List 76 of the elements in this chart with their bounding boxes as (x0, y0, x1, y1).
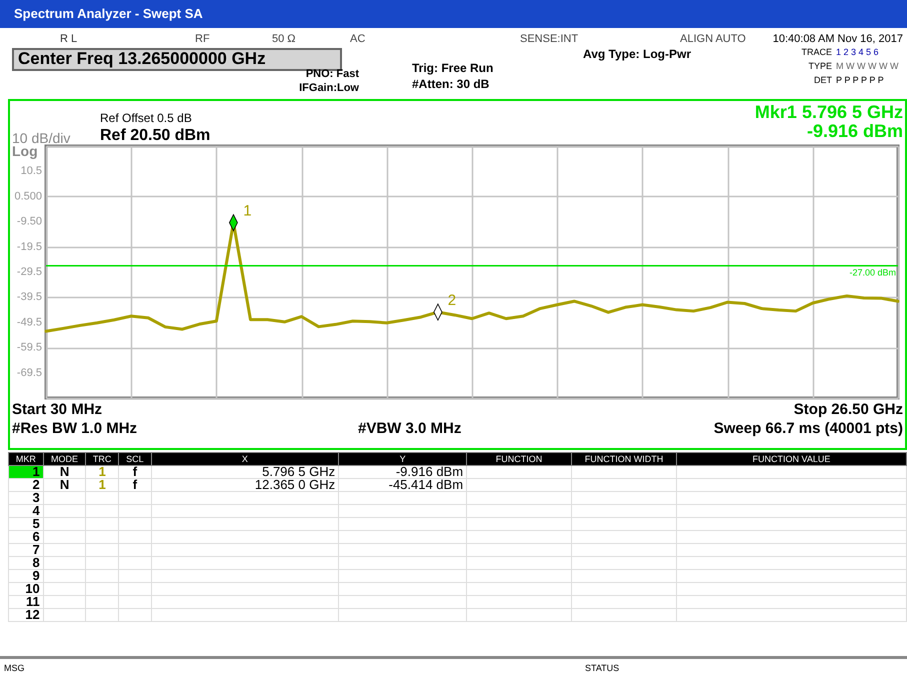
y-tick-label: -49.5 (16, 316, 42, 328)
text: Center Freq 13.265000000 GHz (18, 49, 266, 68)
text: 10 (8, 581, 44, 596)
text: ALIGN AUTO (680, 33, 746, 46)
chart-title: Spectrum Analyzer - Swept SA (14, 6, 203, 21)
text: Ref 20.50 dBm (100, 127, 210, 145)
text: 2 (8, 477, 44, 492)
text: Mkr1 5.796 5 GHz (754, 102, 903, 123)
annotation: 1 (243, 202, 252, 220)
y-tick-label: -39.5 (16, 291, 42, 304)
text: TRACE (801, 47, 832, 58)
y-tick-label: 0.500 (14, 190, 42, 202)
text: -9.916 dBm (806, 121, 903, 142)
text: 7 (8, 542, 44, 557)
text: 50 Ω (272, 33, 296, 46)
y-tick-label: -19.5 (16, 240, 42, 253)
text: MSG (4, 663, 25, 674)
text: f (118, 477, 152, 492)
text: 11 (8, 594, 44, 609)
text: 1 (86, 477, 119, 492)
text: M W W W W W (836, 61, 898, 72)
text: 8 (8, 555, 44, 570)
text: N (43, 464, 86, 479)
text: 12 (8, 607, 44, 622)
text: SCL (118, 452, 152, 466)
y-tick-label: -9.50 (16, 216, 42, 228)
text: DET (814, 75, 832, 86)
text: Log (12, 143, 38, 160)
text: 10:40:08 AM Nov 16, 2017 (772, 33, 903, 46)
text: P P P P P P (836, 75, 884, 86)
text: 12.365 0 GHz (151, 477, 339, 492)
text: -9.916 dBm (338, 464, 467, 479)
text: FUNCTION VALUE (676, 452, 906, 466)
text: FUNCTION (466, 452, 572, 466)
text: R L (60, 33, 78, 46)
y-tick-label: -29.5 (16, 266, 42, 278)
annotation: 10 dB/div (12, 130, 70, 146)
text: AC (350, 33, 366, 46)
text: -45.414 dBm (338, 477, 467, 492)
text: Stop 26.50 GHz (794, 401, 903, 418)
text: #VBW 3.0 MHz (358, 420, 462, 438)
text: STATUS (585, 663, 620, 674)
text: 5.796 5 GHz (151, 464, 339, 479)
text: TYPE (808, 61, 832, 72)
y-tick-label: -69.5 (16, 366, 42, 379)
text: Trig: Free Run (412, 61, 494, 76)
text: 6 (8, 529, 44, 544)
text: RF (195, 33, 210, 46)
text: Y (338, 452, 467, 466)
text: 1 (8, 464, 44, 479)
text: 5 (8, 516, 44, 531)
text: Ref Offset 0.5 dB (100, 111, 192, 126)
text: 1 2 3 4 5 6 (836, 47, 879, 58)
text: N (43, 477, 86, 492)
text: Start 30 MHz (12, 401, 102, 418)
text: 1 (86, 464, 119, 479)
text: MKR (8, 452, 44, 466)
text: X (151, 452, 339, 466)
text: SENSE:INT (520, 33, 578, 46)
text: 4 (8, 503, 44, 518)
annotation: 2 (448, 292, 456, 310)
text: #Atten: 30 dB (412, 77, 490, 92)
text: Avg Type: Log-Pwr (583, 47, 691, 62)
text: TRC (86, 452, 119, 466)
text: 3 (8, 490, 44, 505)
text: f (118, 464, 152, 479)
y-tick-label: -59.5 (16, 342, 42, 354)
text: 9 (8, 568, 44, 583)
text: FUNCTION WIDTH (572, 452, 676, 466)
text: #Res BW 1.0 MHz (12, 420, 138, 438)
text: IFGain:Low (299, 82, 359, 94)
ref-line-label: -27.00 dBm (849, 268, 896, 278)
text: PNO: Fast (306, 68, 359, 80)
text: MODE (43, 452, 86, 466)
text: Sweep 66.7 ms (40001 pts) (714, 420, 903, 438)
y-tick-label: 10.5 (20, 165, 42, 178)
